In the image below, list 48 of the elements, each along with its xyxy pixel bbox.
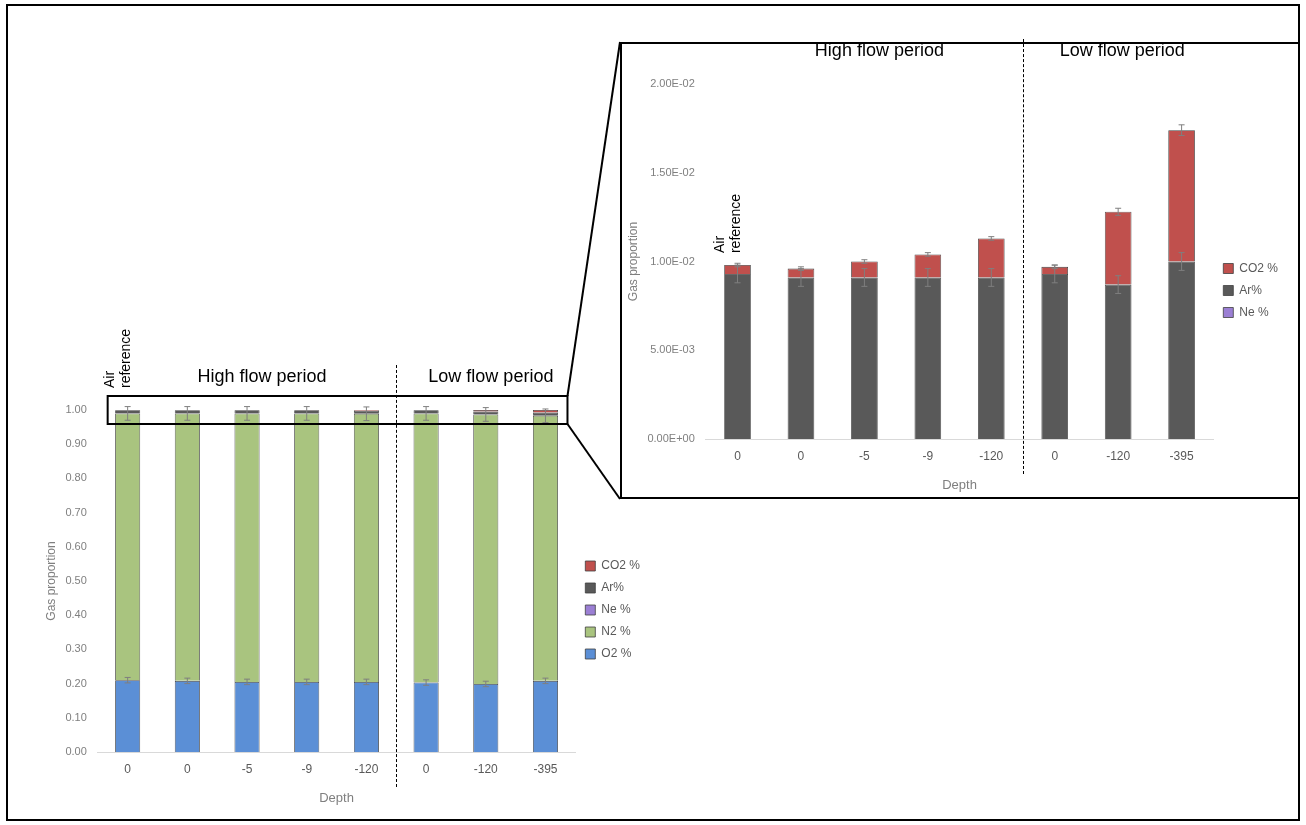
y-tick-label: 1.00E-02	[650, 254, 695, 267]
legend-label: O2 %	[601, 646, 632, 661]
y-tick-label: 0.70	[65, 505, 87, 518]
legend-label: Ne %	[1239, 304, 1269, 319]
y-tick-label: 0.50	[65, 574, 87, 587]
legend-label: CO2 %	[1239, 260, 1279, 275]
x-tick-label: -9	[922, 448, 934, 463]
x-tick-label: -120	[473, 761, 499, 776]
y-tick-label: 0.00E+00	[647, 432, 695, 445]
x-tick-label: 0	[1051, 448, 1059, 463]
y-tick-label: 0.40	[65, 608, 87, 621]
x-tick-label: 0	[734, 448, 742, 463]
x-tick-label: 0	[797, 448, 805, 463]
legend-label: Ar%	[1239, 282, 1263, 297]
text: High flow period	[197, 365, 327, 386]
y-tick-label: 1.50E-02	[650, 165, 695, 178]
x-tick-label: -120	[979, 448, 1004, 463]
text: Low flow period	[428, 365, 554, 386]
y-tick-label: 0.30	[65, 642, 87, 655]
x-tick-label: -9	[301, 761, 313, 776]
legend-label: N2 %	[601, 624, 631, 639]
x-axis-title: Depth	[942, 476, 977, 492]
y-tick-label: 2.00E-02	[650, 77, 695, 90]
y-tick-label: 0.80	[65, 471, 87, 484]
legend-label: Ar%	[601, 580, 625, 595]
x-tick-label: 0	[422, 761, 430, 776]
y-tick-label: 0.10	[65, 710, 87, 723]
x-tick-label: 0	[124, 761, 132, 776]
y-tick-label: 0.00	[65, 745, 87, 758]
legend-label: CO2 %	[601, 558, 641, 573]
x-tick-label: -120	[354, 761, 379, 776]
x-tick-label: -5	[859, 448, 871, 463]
x-axis-title: Depth	[319, 789, 354, 805]
y-axis-title: Gas proportion	[625, 221, 640, 302]
y-tick-label: 1.00	[65, 403, 87, 416]
y-axis-title: Gas proportion	[43, 541, 58, 621]
text: Air reference	[100, 328, 133, 388]
x-tick-label: -395	[533, 761, 558, 776]
x-tick-label: -395	[1169, 448, 1194, 463]
x-tick-label: -5	[241, 761, 253, 776]
y-tick-label: 0.20	[65, 676, 87, 689]
annotation: Air reference	[710, 193, 743, 254]
y-tick-label: 0.60	[65, 539, 87, 552]
legend-label: Ne %	[601, 602, 631, 617]
x-tick-label: -120	[1106, 448, 1131, 463]
y-tick-label: 5.00E-03	[650, 343, 695, 356]
y-tick-label: 0.90	[65, 437, 87, 450]
x-tick-label: 0	[184, 761, 191, 776]
